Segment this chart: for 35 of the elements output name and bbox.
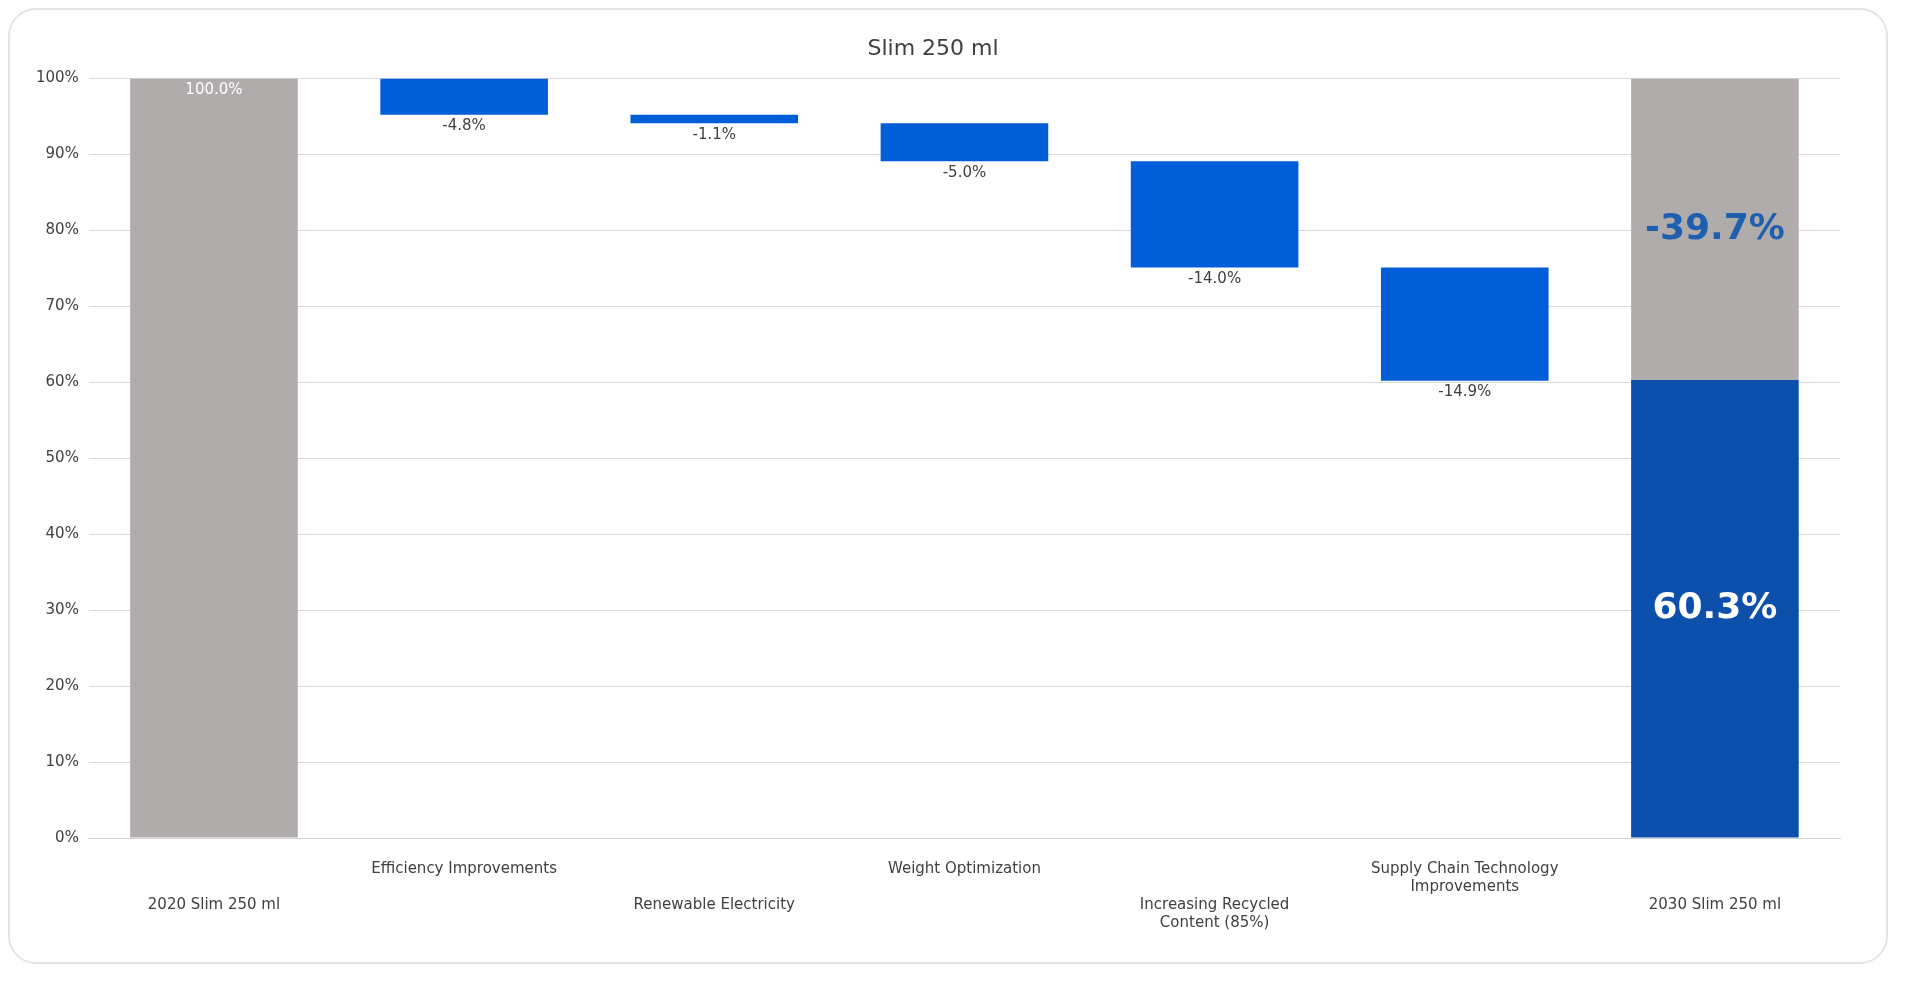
bar: [880, 123, 1049, 162]
bar: [1631, 379, 1799, 838]
bar: [1380, 267, 1549, 381]
x-tick-label: Weight Optimization: [887, 858, 1041, 877]
y-tick-label: 0%: [55, 827, 79, 846]
bar: [380, 78, 548, 115]
bar: [1631, 78, 1799, 380]
bar: [1130, 161, 1299, 268]
y-tick-label: 70%: [45, 296, 79, 315]
chart-title: Slim 250 ml: [867, 34, 999, 60]
x-tick-label: Increasing Recycled Content (85%): [1139, 894, 1290, 931]
data-label: -4.8%: [442, 116, 486, 135]
y-tick-label: 20%: [45, 675, 79, 694]
y-tick-label: 100%: [35, 68, 79, 87]
data-label: -14.0%: [1188, 268, 1242, 287]
x-tick-label: Renewable Electricity: [633, 894, 796, 913]
data-label: 100.0%: [185, 79, 243, 98]
x-tick-label: Supply Chain Technology Improvements: [1371, 858, 1559, 895]
data-label: -1.1%: [692, 124, 737, 143]
y-tick-label: 80%: [45, 220, 79, 239]
data-label: -39.7%: [1645, 205, 1785, 247]
y-tick-label: 50%: [45, 448, 79, 467]
y-tick-label: 10%: [45, 751, 79, 770]
y-tick-label: 40%: [45, 524, 79, 543]
y-tick-label: 60%: [45, 372, 79, 391]
data-label: -14.9%: [1438, 382, 1492, 401]
y-tick-label: 90%: [45, 144, 79, 163]
x-tick-label: Efficiency Improvements: [371, 858, 558, 877]
data-label: 60.3%: [1652, 585, 1778, 627]
bar: [130, 78, 298, 838]
x-tick-label: 2030 Slim 250 ml: [1648, 894, 1782, 913]
x-tick-label: 2020 Slim 250 ml: [147, 894, 281, 913]
data-label: -5.0%: [942, 162, 987, 181]
bar: [630, 114, 799, 124]
y-tick-label: 30%: [45, 600, 79, 619]
